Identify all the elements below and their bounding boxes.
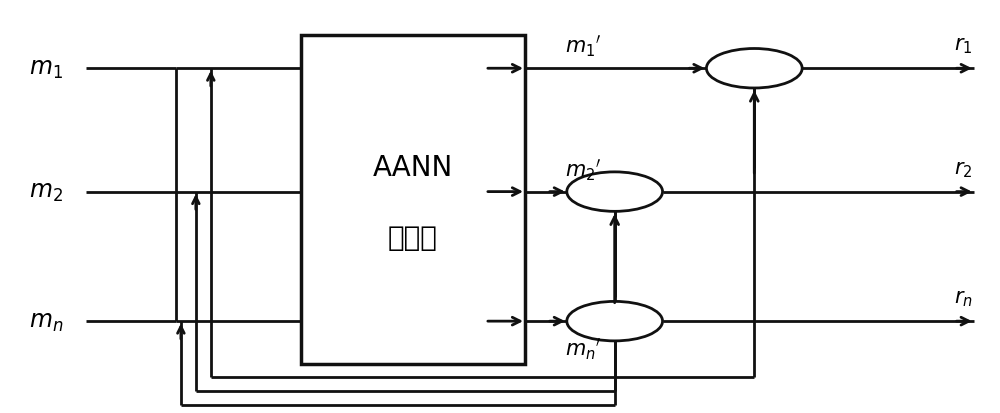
- Text: $m_n$: $m_n$: [29, 310, 63, 333]
- Text: $m_2$: $m_2$: [29, 180, 63, 204]
- FancyBboxPatch shape: [301, 36, 525, 364]
- Text: AANN: AANN: [373, 154, 453, 181]
- Text: $m_2{}'$: $m_2{}'$: [565, 157, 601, 183]
- Text: $r_2$: $r_2$: [954, 160, 973, 179]
- Text: $r_n$: $r_n$: [954, 289, 973, 309]
- Text: $m_1$: $m_1$: [29, 57, 63, 81]
- Text: $m_n{}'$: $m_n{}'$: [565, 335, 601, 361]
- Circle shape: [567, 301, 663, 341]
- Text: $r_1$: $r_1$: [954, 37, 973, 56]
- Circle shape: [706, 50, 802, 89]
- Circle shape: [567, 173, 663, 212]
- Text: $m_1{}'$: $m_1{}'$: [565, 34, 601, 59]
- Text: 网络组: 网络组: [388, 223, 438, 251]
